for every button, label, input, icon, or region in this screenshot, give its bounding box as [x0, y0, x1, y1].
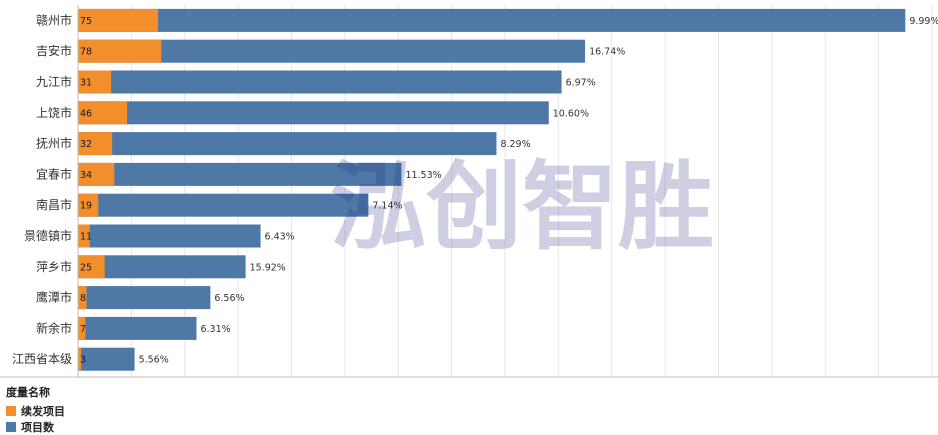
legend-item-projects: 项目数 — [6, 419, 65, 435]
bar-projects — [78, 347, 135, 371]
grid-lines — [130, 5, 933, 377]
bar-value-label: 75 — [80, 16, 92, 27]
bar-percent-label: 10.60% — [553, 108, 589, 119]
bar-projects — [78, 286, 211, 310]
bar-percent-label: 8.29% — [500, 139, 530, 150]
bar-projects — [78, 39, 586, 63]
category-label: 九江市 — [36, 74, 72, 89]
bar-projects — [78, 162, 402, 186]
bar-value-label: 46 — [80, 108, 92, 119]
bar-percent-label: 15.92% — [250, 262, 286, 273]
category-label: 宜春市 — [36, 166, 72, 181]
bar-continuing — [78, 132, 113, 156]
bar-continuing — [78, 316, 86, 340]
category-label: 江西省本级 — [12, 352, 72, 366]
category-label: 新余市 — [36, 320, 72, 335]
bar-percent-label: 6.31% — [200, 324, 230, 335]
bar-percent-label: 6.56% — [214, 293, 244, 304]
bar-projects — [78, 255, 246, 279]
category-label: 萍乡市 — [36, 259, 72, 274]
bar-projects — [78, 70, 562, 94]
bar-value-label: 7 — [80, 324, 86, 335]
bar-projects — [78, 224, 261, 248]
category-label: 鹰潭市 — [36, 290, 72, 305]
bar-value-label: 34 — [80, 170, 92, 181]
legend-title: 度量名称 — [6, 386, 50, 399]
bar-continuing — [78, 286, 87, 310]
bar-continuing — [78, 70, 112, 94]
category-label: 景德镇市 — [24, 228, 72, 243]
category-label: 南昌市 — [36, 197, 72, 212]
category-label: 上饶市 — [36, 105, 72, 120]
bar-percent-label: 11.53% — [405, 170, 441, 181]
bar-value-label: 25 — [80, 262, 92, 273]
bar-projects — [78, 193, 369, 217]
watermark: 泓创智胜 — [330, 151, 714, 263]
category-label: 赣州市 — [36, 12, 72, 27]
bar-percent-label: 6.43% — [265, 232, 295, 243]
bar-continuing — [78, 347, 82, 371]
bar-value-label: 3 — [80, 355, 86, 366]
bar-projects — [78, 101, 549, 125]
bar-percent-label: 16.74% — [589, 47, 625, 58]
bar-value-label: 11 — [80, 232, 92, 243]
legend-swatch-blue — [6, 422, 16, 432]
bar-percent-label: 7.14% — [372, 201, 402, 212]
bar-value-label: 31 — [80, 78, 92, 89]
bar-continuing — [78, 193, 99, 217]
bar-projects — [78, 8, 906, 32]
legend: 度量名称 续发项目 项目数 — [6, 384, 65, 435]
legend-swatch-orange — [6, 406, 16, 416]
bar-percent-label: 5.56% — [139, 355, 169, 366]
bar-continuing — [78, 255, 105, 279]
category-label: 抚州市 — [36, 136, 72, 151]
legend-label-projects: 项目数 — [21, 421, 54, 434]
bar-continuing — [78, 162, 115, 186]
bar-percent-label: 6.97% — [566, 78, 596, 89]
category-label: 吉安市 — [36, 43, 72, 58]
bar-projects — [78, 132, 497, 156]
bar-continuing — [78, 101, 128, 125]
bar-projects — [78, 316, 197, 340]
bar-value-label: 78 — [80, 47, 92, 58]
bar-continuing — [78, 8, 159, 32]
bar-continuing — [78, 39, 162, 63]
bar-value-label: 8 — [80, 293, 86, 304]
bar-percent-label: 9.99% — [909, 16, 938, 27]
bar-continuing — [78, 224, 90, 248]
bar-value-label: 19 — [80, 201, 92, 212]
bar-value-label: 32 — [80, 139, 92, 150]
legend-item-continuing: 续发项目 — [6, 403, 65, 419]
legend-label-continuing: 续发项目 — [21, 405, 65, 418]
bars: 75 9.99%78 16.74%31 6.97%46 10.60%32 8.29%34 1… — [78, 8, 938, 371]
